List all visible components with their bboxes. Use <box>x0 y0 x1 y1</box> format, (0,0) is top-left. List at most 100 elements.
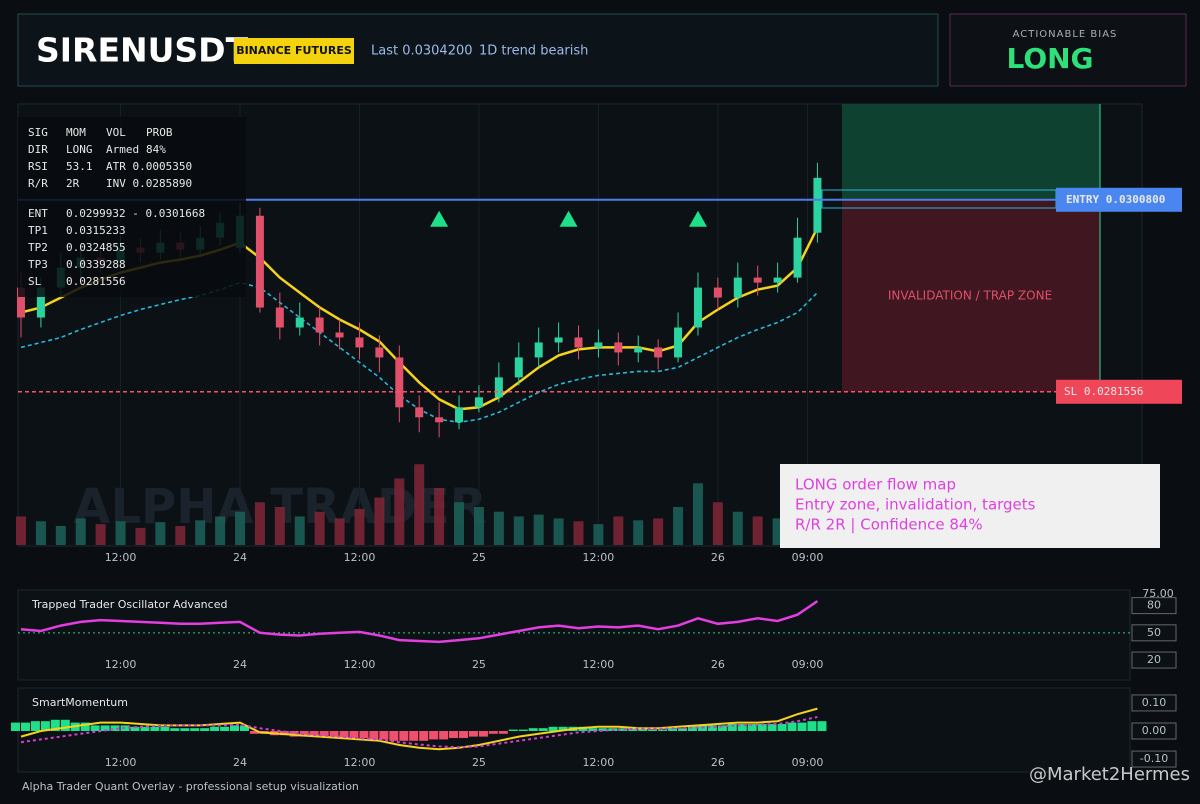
momentum-bar <box>538 728 548 731</box>
momentum-bar <box>329 731 339 739</box>
momentum-bar <box>40 721 50 731</box>
volume-bar <box>354 508 365 545</box>
volume-bar <box>573 521 584 545</box>
volume-bar <box>294 516 305 545</box>
momentum-bar <box>419 731 429 741</box>
table-cell: LONG <box>66 143 93 156</box>
momentum-bar <box>409 731 419 741</box>
table-cell: 0.0324855 <box>66 241 126 254</box>
table-cell: SIG <box>28 126 48 139</box>
momentum-bar <box>578 726 588 731</box>
header-box <box>17 13 939 87</box>
momentum-bar <box>359 731 369 739</box>
momentum-bar <box>130 726 140 731</box>
momentum-bar <box>120 725 130 731</box>
momentum-bar <box>528 728 538 731</box>
volume-bar <box>454 502 465 545</box>
footer: Alpha Trader Quant Overlay - professiona… <box>22 780 359 793</box>
panel-title: Trapped Trader Oscillator Advanced <box>31 598 227 611</box>
y-tick-label: 50 <box>1147 626 1161 639</box>
momentum-bar <box>20 722 30 731</box>
candle-body <box>494 377 503 398</box>
bias-label: ACTIONABLE BIAS <box>1013 29 1118 40</box>
tick-box <box>1131 624 1177 642</box>
volume-bar <box>155 522 166 545</box>
momentum-bar <box>429 731 439 740</box>
table-cell: 53.1 <box>66 160 93 173</box>
volume-bar <box>732 511 743 545</box>
momentum-bar <box>249 731 259 734</box>
candle-body <box>713 287 722 298</box>
momentum-bar <box>80 722 90 731</box>
x-tick-label: 12:00 <box>344 756 376 769</box>
candle-body <box>255 215 264 308</box>
volume-bar <box>692 483 703 545</box>
momentum-bar <box>379 731 389 740</box>
x-tick-label: 12:00 <box>105 551 137 564</box>
trend: 1D trend bearish <box>479 44 588 59</box>
oscillator-panel <box>17 589 1131 681</box>
momentum-bar <box>389 731 399 741</box>
candle-body <box>574 337 583 348</box>
momentum-bar <box>289 731 299 737</box>
momentum-bar <box>50 719 60 731</box>
momentum-bar <box>459 731 469 739</box>
table-cell: DIR <box>28 143 48 156</box>
table-cell: MOM <box>66 126 86 139</box>
x-tick-label: 25 <box>472 551 486 564</box>
volume-bar <box>274 507 285 545</box>
credit: @Market2Hermes <box>1029 764 1190 785</box>
candle-body <box>514 357 523 378</box>
momentum-bar <box>478 731 488 737</box>
momentum-bar <box>488 731 498 734</box>
momentum-bar <box>90 725 100 731</box>
volume-bar <box>175 526 186 545</box>
tick-box <box>1131 651 1177 669</box>
momentum-bar <box>399 731 409 741</box>
candle-body <box>335 332 344 338</box>
volume-bar <box>752 516 763 545</box>
x-tick-label: 26 <box>711 756 725 769</box>
signal-triangle <box>430 210 449 227</box>
target-zone <box>842 104 1100 200</box>
volume-bar <box>434 488 445 545</box>
momentum-bar <box>220 726 230 731</box>
momentum-bar <box>558 726 568 731</box>
momentum-bar <box>767 723 777 731</box>
table-cell: TP1 <box>28 224 48 237</box>
table-cell: R/R <box>28 177 48 190</box>
momentum-bar <box>518 729 528 731</box>
x-tick-label: 25 <box>472 756 486 769</box>
candle-body <box>295 317 304 328</box>
momentum-bar <box>797 722 807 731</box>
momentum-bar <box>717 725 727 731</box>
table-cell: 84% <box>146 143 166 156</box>
volume-bar <box>215 516 226 545</box>
volume-bar <box>195 520 206 545</box>
info-table <box>18 117 246 297</box>
volume-bar <box>35 521 46 545</box>
momentum-bar <box>668 728 678 731</box>
x-tick-label: 12:00 <box>583 658 615 671</box>
trap-zone <box>842 199 1100 392</box>
volume-bar <box>115 521 126 545</box>
candle-body <box>36 287 45 318</box>
momentum-bar <box>777 723 787 731</box>
table-cell: PROB <box>146 126 173 139</box>
momentum-bar <box>707 725 717 731</box>
table-cell: TP3 <box>28 258 48 271</box>
candle-body <box>634 347 643 353</box>
momentum-bar <box>10 722 20 731</box>
candle-body <box>375 347 384 358</box>
candle-body <box>455 407 464 423</box>
momentum-bar <box>60 719 70 731</box>
momentum-line <box>20 716 818 749</box>
volume-bar <box>55 526 66 545</box>
momentum-bar <box>807 721 817 731</box>
candle-body <box>315 317 324 333</box>
x-tick-label: 26 <box>711 658 725 671</box>
tick-box <box>1131 750 1177 768</box>
volume-bar <box>235 511 246 545</box>
candle-body <box>435 417 444 423</box>
